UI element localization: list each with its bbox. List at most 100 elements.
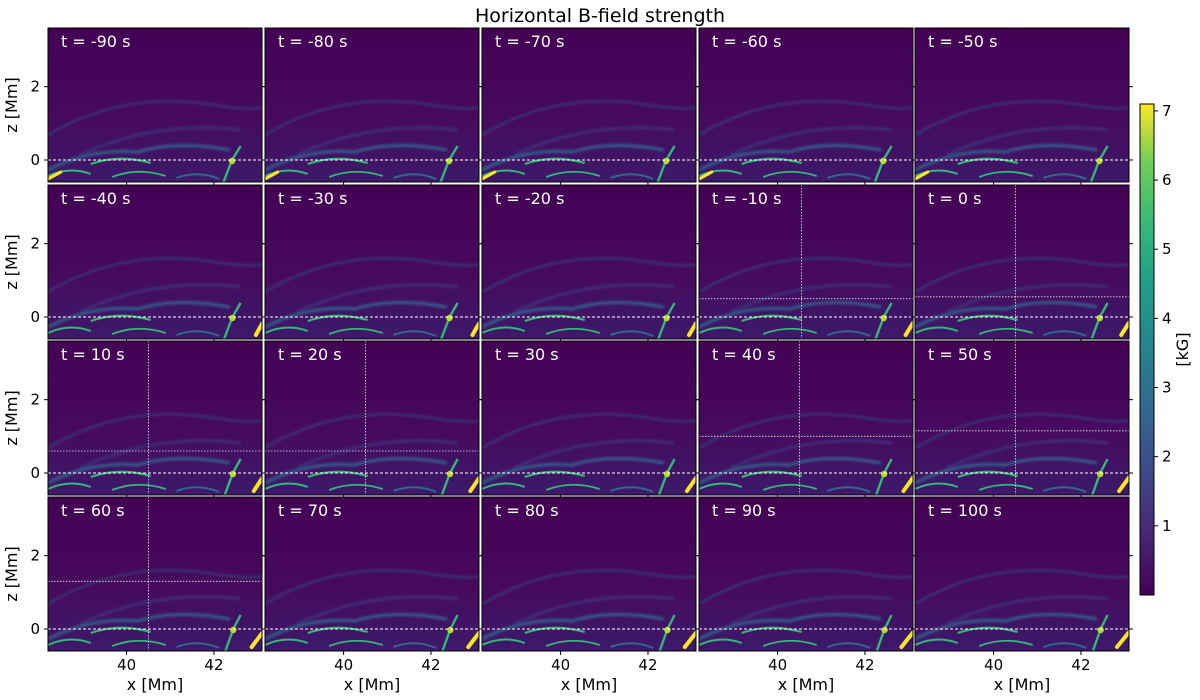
heatmap-panel: t = 90 s 40 42 <box>695 496 917 674</box>
heatmap-panel: t = 30 s <box>478 340 700 499</box>
heatmap-background <box>915 497 1129 651</box>
colorbar-tick-label: 3 <box>1162 379 1172 397</box>
x-tick-label: 42 <box>1071 656 1090 674</box>
y-tick-label: 0 <box>30 464 40 482</box>
heatmap-panel: t = -30 s <box>261 184 483 343</box>
figure-title: Horizontal B-field strength <box>475 5 725 27</box>
panel-frame <box>914 184 1130 340</box>
x-axis-label: x [Mm] <box>127 675 183 694</box>
field-structures <box>48 457 262 495</box>
y-tick-label: 0 <box>30 308 40 326</box>
panel-frame <box>47 184 263 340</box>
field-structures <box>265 613 479 651</box>
panel-time-label: t = 10 s <box>61 345 125 364</box>
heatmap-background <box>265 341 479 495</box>
heatmap-background <box>482 341 696 495</box>
panel-frame <box>481 340 697 496</box>
field-structures <box>265 144 459 182</box>
field-structures <box>482 144 676 182</box>
field-structures <box>699 301 913 339</box>
heatmap-panel: t = 70 s 40 42 <box>261 496 483 674</box>
heatmap-background <box>699 497 913 651</box>
heatmap-panel: t = 10 s 0 2 <box>30 340 266 499</box>
field-structures <box>915 457 1129 495</box>
field-structures-faint <box>482 70 696 157</box>
colorbar-tick-label: 2 <box>1162 448 1172 466</box>
field-structures-faint <box>482 383 696 470</box>
heatmap-background <box>915 28 1129 182</box>
colorbar-tick-label: 5 <box>1162 240 1172 258</box>
colorbar-tick-label: 7 <box>1162 102 1172 120</box>
panel-time-label: t = -90 s <box>61 32 130 51</box>
panel-frame <box>264 340 480 496</box>
panel-time-label: t = 60 s <box>61 501 125 520</box>
x-tick-label: 40 <box>551 656 570 674</box>
field-structures-faint <box>48 70 262 157</box>
panel-frame <box>264 184 480 340</box>
field-structures <box>265 457 479 495</box>
colorbar-label: [kG] <box>1173 332 1192 366</box>
field-structures-faint <box>699 227 913 314</box>
panel-frame <box>481 184 697 340</box>
field-structures-faint <box>915 539 1129 626</box>
heatmap-background <box>482 185 696 339</box>
field-structures <box>699 613 913 651</box>
panel-time-label: t = -30 s <box>278 189 347 208</box>
panel-time-label: t = 100 s <box>928 501 1002 520</box>
heatmap-panel: t = -80 s <box>261 27 483 186</box>
heatmap-panel: t = 60 s 0 2 40 42 <box>30 496 266 674</box>
field-structures <box>48 301 262 339</box>
panel-frame <box>264 496 480 652</box>
field-structures <box>915 144 1109 182</box>
field-structures-faint <box>699 383 913 470</box>
x-tick-label: 40 <box>768 656 787 674</box>
panel-frame <box>47 340 263 496</box>
panel-frame <box>698 340 914 496</box>
panel-time-label: t = 20 s <box>278 345 342 364</box>
x-tick-label: 42 <box>638 656 657 674</box>
y-axis-label: z [Mm] <box>2 390 21 445</box>
heatmap-panel: t = 100 s 40 42 <box>911 496 1133 674</box>
panel-frame <box>914 340 1130 496</box>
colorbar-tick-label: 1 <box>1162 517 1172 535</box>
panel-time-label: t = 40 s <box>712 345 776 364</box>
heatmap-panel: t = -70 s <box>478 27 700 186</box>
y-tick-label: 2 <box>30 547 40 565</box>
heatmap-panel: t = -90 s 0 2 <box>30 27 266 186</box>
panel-frame <box>914 27 1130 183</box>
field-structures-faint <box>48 227 262 314</box>
heatmap-panel: t = 0 s <box>911 184 1133 343</box>
colorbar-tick-label: 6 <box>1162 171 1172 189</box>
y-tick-label: 2 <box>30 78 40 96</box>
colorbar: 1 2 3 4 5 6 7 [kG] <box>1139 102 1192 596</box>
field-structures <box>482 301 696 339</box>
panel-frame <box>698 184 914 340</box>
field-structures-faint <box>265 70 479 157</box>
field-structures-faint <box>915 70 1129 157</box>
y-tick-label: 2 <box>30 391 40 409</box>
x-tick-label: 40 <box>334 656 353 674</box>
colorbar-gradient <box>1139 103 1155 596</box>
y-tick-label: 2 <box>30 235 40 253</box>
x-axis-label: x [Mm] <box>344 675 400 694</box>
panel-frame <box>914 496 1130 652</box>
x-tick-label: 40 <box>117 656 136 674</box>
heatmap-panel: t = -10 s <box>695 184 917 343</box>
heatmap-panel: t = -20 s <box>478 184 700 343</box>
axes-labels: z [Mm] z [Mm] z [Mm] x [Mm] z [Mm] x [Mm] x [M… <box>2 77 1050 694</box>
heatmap-background <box>699 185 913 339</box>
panel-time-label: t = -70 s <box>495 32 564 51</box>
heatmap-panel: t = -60 s <box>695 27 917 186</box>
heatmap-panel: t = 40 s <box>695 340 917 499</box>
heatmap-background <box>915 185 1129 339</box>
field-structures-faint <box>265 539 479 626</box>
x-tick-label: 42 <box>855 656 874 674</box>
panel-frame <box>481 496 697 652</box>
field-structures-faint <box>915 227 1129 314</box>
y-axis-label: z [Mm] <box>2 77 21 132</box>
x-tick-label: 42 <box>204 656 223 674</box>
x-axis-label: x [Mm] <box>994 675 1050 694</box>
panel-time-label: t = 80 s <box>495 501 559 520</box>
heatmap-background <box>48 341 262 495</box>
panel-time-label: t = 0 s <box>928 189 981 208</box>
